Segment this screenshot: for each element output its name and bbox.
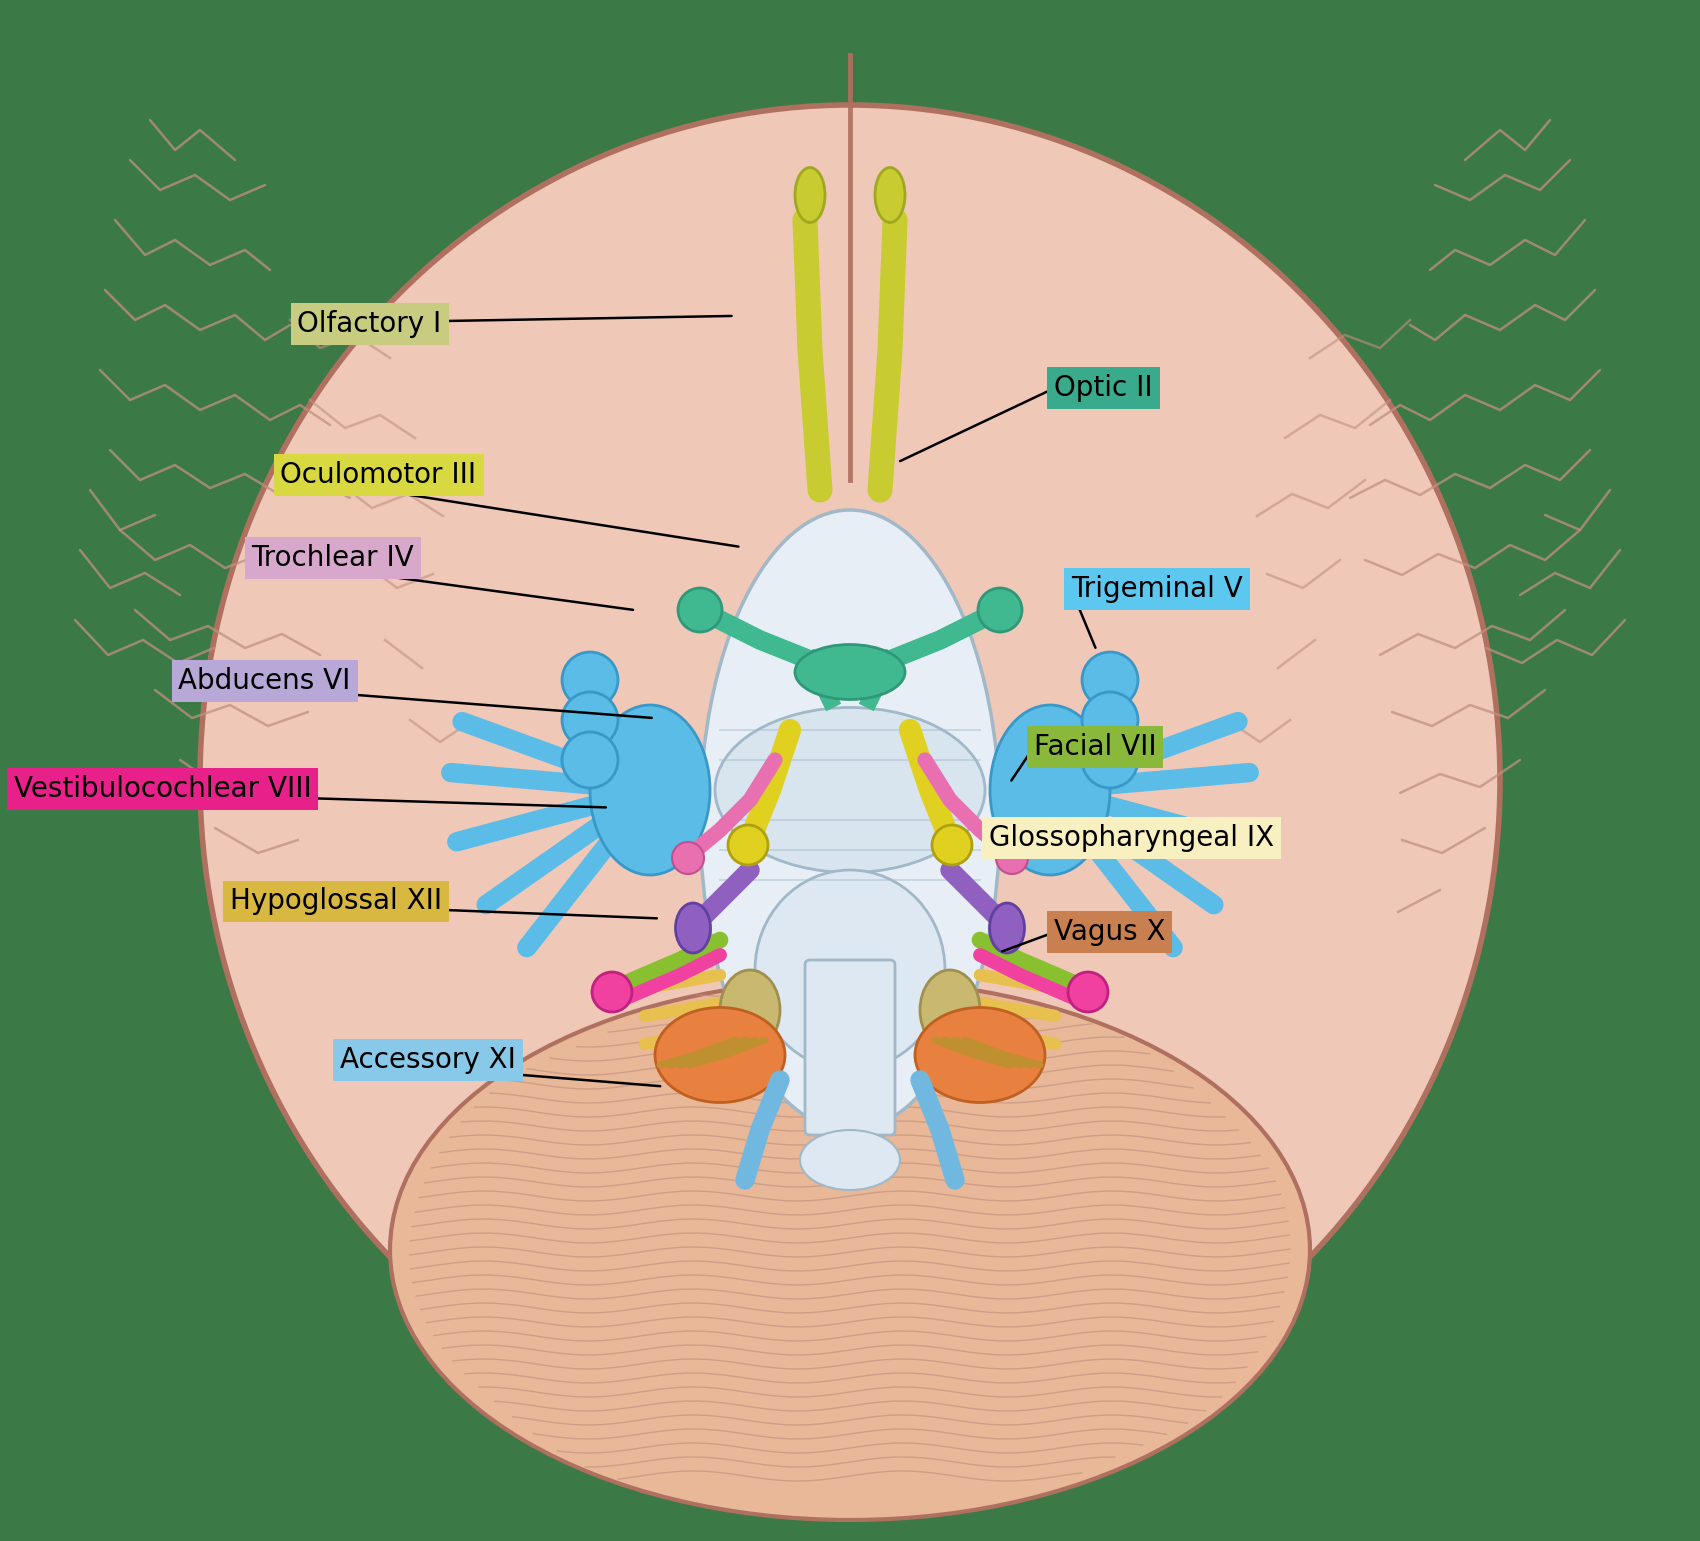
Circle shape — [592, 972, 632, 1012]
Circle shape — [728, 824, 768, 865]
Circle shape — [1081, 652, 1137, 707]
Ellipse shape — [920, 969, 979, 1049]
Circle shape — [678, 589, 722, 632]
Text: Trigeminal V: Trigeminal V — [1071, 575, 1243, 603]
Circle shape — [932, 824, 972, 865]
Ellipse shape — [389, 980, 1311, 1519]
Text: Oculomotor III: Oculomotor III — [280, 461, 476, 488]
Text: Facial VII: Facial VII — [1034, 734, 1156, 761]
Ellipse shape — [989, 704, 1110, 875]
Text: Vagus X: Vagus X — [1054, 918, 1166, 946]
Circle shape — [977, 589, 1022, 632]
Ellipse shape — [201, 105, 1499, 1455]
Ellipse shape — [590, 704, 711, 875]
Ellipse shape — [654, 1008, 785, 1102]
Ellipse shape — [796, 644, 904, 700]
Ellipse shape — [700, 510, 1000, 1130]
Text: Olfactory I: Olfactory I — [298, 310, 442, 337]
Ellipse shape — [716, 707, 984, 872]
Ellipse shape — [755, 871, 945, 1069]
Text: Optic II: Optic II — [1054, 374, 1153, 402]
Text: Accessory XI: Accessory XI — [340, 1046, 515, 1074]
Text: Glossopharyngeal IX: Glossopharyngeal IX — [989, 824, 1275, 852]
Text: Abducens VI: Abducens VI — [178, 667, 350, 695]
Text: Vestibulocochlear VIII: Vestibulocochlear VIII — [14, 775, 311, 803]
Ellipse shape — [915, 1008, 1046, 1102]
Ellipse shape — [721, 969, 780, 1049]
Circle shape — [1081, 732, 1137, 787]
Circle shape — [563, 652, 619, 707]
Circle shape — [996, 841, 1028, 874]
Ellipse shape — [876, 168, 904, 222]
Circle shape — [1081, 692, 1137, 747]
Ellipse shape — [989, 903, 1025, 952]
Text: Trochlear IV: Trochlear IV — [252, 544, 415, 572]
Circle shape — [563, 692, 619, 747]
Circle shape — [563, 732, 619, 787]
FancyBboxPatch shape — [806, 960, 894, 1136]
Circle shape — [1068, 972, 1108, 1012]
Circle shape — [672, 841, 704, 874]
Ellipse shape — [796, 168, 824, 222]
Text: Hypoglossal XII: Hypoglossal XII — [230, 888, 442, 915]
Ellipse shape — [675, 903, 711, 952]
Ellipse shape — [801, 1130, 899, 1190]
